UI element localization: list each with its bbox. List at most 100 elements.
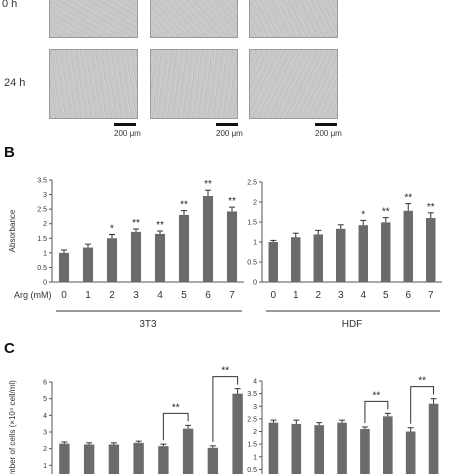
chart1-sig-5: **	[382, 207, 390, 218]
chart0-xtick-label-7: 7	[229, 290, 235, 301]
chart3-bracket-1	[410, 386, 435, 424]
chart1-sig-7: **	[427, 202, 435, 213]
chart0-ylabel: Absorbance	[8, 209, 17, 252]
chart1-ytick-label-3: 1.5	[247, 220, 257, 227]
chart1-ytick-label-0: 0	[253, 280, 257, 287]
chart2-bracket-label-0: **	[172, 402, 180, 413]
chart1-bar-5	[381, 222, 391, 282]
chart3-bracket-label-0: **	[372, 390, 380, 401]
chart0-bar-6	[202, 196, 214, 282]
chart2-ytick-label-3: 3	[43, 430, 47, 437]
chart1-group-label: HDF	[342, 319, 363, 330]
chart0-ytick-label-7: 3.5	[37, 178, 47, 185]
chart3-bar-0	[268, 422, 279, 474]
micrograph-24h-7mm	[249, 49, 338, 119]
chart1-bar-7	[426, 218, 436, 282]
chart0-sig-5: **	[180, 200, 188, 211]
micrograph-0h-6mm	[150, 0, 238, 38]
chart0-sig-3: **	[132, 218, 140, 229]
chart1-bar-6	[403, 210, 413, 282]
chart3-bar-7	[428, 403, 439, 474]
chart1-xtick-label-3: 3	[338, 290, 344, 301]
micrograph-24h-0mm	[49, 49, 138, 119]
chart2-ytick-label-6: 6	[43, 380, 47, 387]
scale-bar-2	[216, 123, 238, 126]
chart3-ytick-label-6: 3	[253, 404, 257, 411]
chart2-bar-0	[59, 443, 70, 474]
chart2-bar-5	[182, 428, 194, 474]
chart1-sig-6: **	[404, 193, 412, 204]
chart3-bar-3	[337, 422, 347, 474]
chart3-bracket-label-1: **	[418, 376, 426, 387]
chart3-bar-2	[314, 425, 324, 474]
chart0-group-label: 3T3	[139, 319, 157, 330]
chart1-xtick-label-2: 2	[315, 290, 321, 301]
micrograph-0h-7mm	[249, 0, 338, 38]
chart0-bar-4	[154, 233, 166, 282]
chart2-bar-6	[207, 447, 219, 474]
chart1-xtick-label-1: 1	[293, 290, 299, 301]
chart0-bar-2	[106, 238, 118, 282]
chart2-ytick-label-4: 4	[43, 413, 47, 420]
chart1-xtick-label-5: 5	[383, 290, 389, 301]
panel-letter-c: C	[4, 340, 15, 357]
chart1-bar-4	[358, 225, 368, 282]
chart3-bar-4	[360, 428, 370, 474]
chart2-ylabel: number of cells (×10⁴ cell/ml)	[8, 380, 17, 474]
scale-bar-1	[114, 123, 136, 126]
chart0-sig-2: *	[110, 223, 114, 234]
chart3-ytick-label-7: 3.5	[247, 391, 257, 398]
chart1-xtick-label-7: 7	[428, 290, 434, 301]
chart0-xtick-label-0: 0	[61, 290, 67, 301]
chart0-bar-3	[130, 231, 142, 282]
chart3-ytick-label-5: 2.5	[247, 416, 257, 423]
chart0-sig-4: **	[156, 220, 164, 231]
chart3-bar-5	[383, 416, 393, 474]
chart1-ytick-label-1: 0.5	[247, 260, 257, 267]
scale-label-3: 200 μm	[315, 129, 342, 138]
chart1-bar-0	[268, 242, 278, 282]
chart1-bar-1	[291, 237, 301, 282]
chart0-ytick-label-3: 1.5	[37, 236, 47, 243]
chart0-bar-5	[178, 214, 190, 282]
chart0-xtick-label-4: 4	[157, 290, 163, 301]
chart2-bar-2	[108, 444, 120, 474]
scale-label-2: 200 μm	[216, 129, 243, 138]
chart0-bar-7	[226, 211, 238, 282]
chart2-ytick-label-2: 2	[43, 446, 47, 453]
chart1-ytick-label-5: 2.5	[247, 180, 257, 187]
scale-label-1: 200 μm	[114, 129, 141, 138]
row-label-24h: 24 h	[4, 77, 26, 89]
chart0-sig-6: **	[204, 179, 212, 190]
chart1-xtick-label-0: 0	[270, 290, 276, 301]
chart1-bar-2	[313, 234, 323, 282]
chart2-bar-3	[133, 442, 144, 474]
chart0-bar-1	[82, 247, 94, 282]
chart1-xtick-label-6: 6	[405, 290, 411, 301]
chart0-ytick-label-6: 3	[43, 192, 47, 199]
chart2-bracket-label-1: **	[221, 366, 229, 377]
chart3-bracket-0	[364, 400, 389, 423]
chart1-bar-3	[336, 228, 346, 282]
micrograph-0h-0mm	[49, 0, 138, 38]
chart0-xtick-label-2: 2	[109, 290, 115, 301]
chart0-xtick-label-3: 3	[133, 290, 139, 301]
chart0-xtick-label-1: 1	[85, 290, 91, 301]
chart3-ytick-label-1: 0.5	[247, 467, 257, 474]
chart3-bar-1	[291, 423, 302, 474]
chart3-ytick-label-4: 2	[253, 429, 257, 436]
row-label-0h: 0 h	[2, 0, 18, 10]
chart0-ytick-label-0: 0	[43, 280, 47, 287]
chart1-xtick-label-4: 4	[360, 290, 366, 301]
chart2-bar-7	[232, 393, 243, 474]
chart2-bar-1	[83, 444, 95, 474]
chart0-bar-0	[58, 252, 70, 282]
chart0-sig-7: **	[228, 196, 236, 207]
chart0-ytick-label-4: 2	[43, 221, 47, 228]
chart1-sig-4: *	[361, 209, 365, 220]
chart0-xtick-label-5: 5	[181, 290, 187, 301]
panel-letter-b: B	[4, 144, 15, 161]
chart2-bar-4	[158, 446, 169, 474]
chart0-ytick-label-2: 1	[43, 250, 47, 257]
